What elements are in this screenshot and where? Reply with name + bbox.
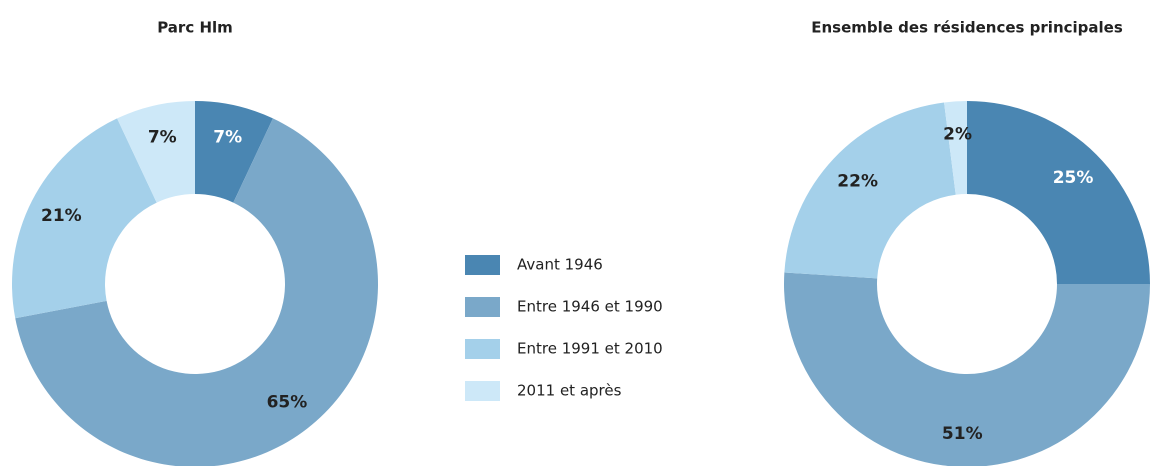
donut-slice <box>195 101 273 203</box>
donut-slice <box>967 101 1150 284</box>
legend-swatch <box>465 339 500 359</box>
value-label: 22% <box>837 171 878 191</box>
value-label: 25% <box>1053 168 1094 188</box>
legend-label: Entre 1946 et 1990 <box>517 298 663 316</box>
donut-slice <box>15 118 378 466</box>
legend-label: 2011 et après <box>517 382 622 400</box>
legend-swatch <box>465 255 500 275</box>
donut-slice <box>784 272 1150 466</box>
value-label: 7% <box>213 128 242 148</box>
value-label: 51% <box>942 424 983 444</box>
donut-slice <box>117 101 195 203</box>
value-label: 65% <box>267 393 308 413</box>
value-label: 21% <box>41 206 82 226</box>
value-label: 2% <box>943 124 972 144</box>
value-label: 7% <box>148 128 177 148</box>
legend-swatch <box>465 381 500 401</box>
legend-swatch <box>465 297 500 317</box>
chart-title: Parc Hlm <box>157 19 233 37</box>
chart-title: Ensemble des résidences principales <box>811 19 1123 37</box>
legend-label: Avant 1946 <box>517 256 603 274</box>
legend-label: Entre 1991 et 2010 <box>517 340 663 358</box>
donut-slice <box>11 118 157 319</box>
donut-slice <box>944 101 967 195</box>
donut-slice <box>784 102 956 279</box>
